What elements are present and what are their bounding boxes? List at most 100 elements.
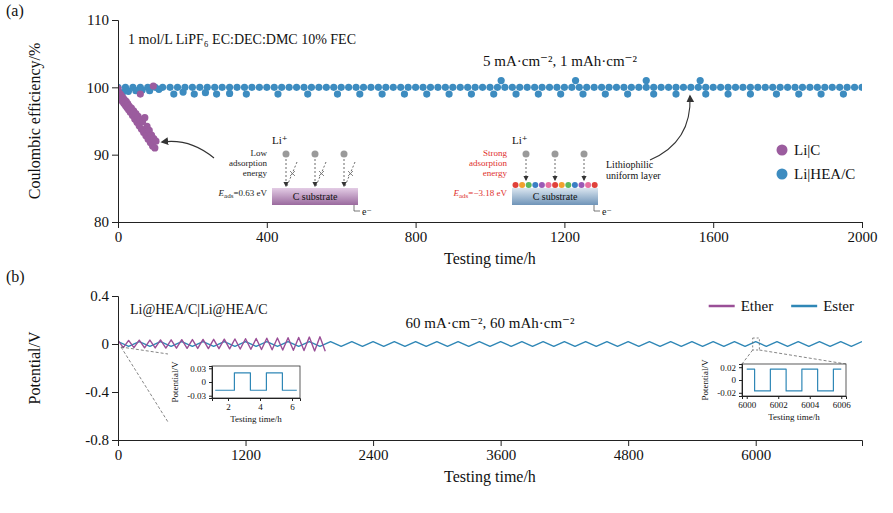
- value: =0.63 eV: [233, 188, 267, 198]
- energy-line: adsorption: [469, 158, 507, 168]
- substrate-label: C substrate: [533, 191, 578, 202]
- tick: -0.8: [85, 432, 118, 448]
- energy-line: Low: [251, 148, 268, 158]
- tick-mark: [628, 440, 629, 446]
- point: [643, 84, 650, 91]
- axis-line: [739, 365, 743, 397]
- layer-atom: [559, 182, 565, 188]
- point: [553, 84, 560, 91]
- tick-label: 0.02: [720, 363, 736, 373]
- tick-mark: [713, 222, 714, 228]
- tick-label: 0: [732, 375, 737, 385]
- li-ion: [283, 151, 290, 158]
- tick-label: 6: [290, 402, 295, 412]
- point: [531, 84, 538, 91]
- point: [851, 84, 858, 91]
- energy-line: adsorption: [229, 158, 267, 168]
- point: [405, 84, 412, 91]
- legend-swatch: [777, 169, 788, 180]
- point: [791, 84, 798, 91]
- point: [304, 90, 311, 97]
- point: [170, 90, 177, 97]
- subscript: ads: [224, 192, 234, 200]
- tick: 6002: [770, 396, 788, 410]
- tick: 4800: [614, 440, 644, 463]
- figure: 04008001200160020008090100110Testing tim…: [0, 0, 893, 513]
- x-axis-title: Testing time/h: [768, 412, 820, 422]
- point: [263, 84, 270, 91]
- zoom-line: [121, 347, 168, 354]
- point: [356, 90, 363, 97]
- tick: 6: [290, 398, 295, 412]
- point: [423, 90, 430, 97]
- tick-label: 1200: [231, 447, 261, 463]
- point: [546, 84, 553, 91]
- ion-rebound: [316, 162, 326, 186]
- y-axis: -0.8-0.400.4: [85, 288, 118, 448]
- layer-atom: [585, 182, 591, 188]
- subscript: ads: [459, 192, 469, 200]
- tick-mark: [112, 87, 118, 88]
- tick: 0: [115, 222, 123, 245]
- layer-line: Lithiophilic: [606, 159, 654, 170]
- point: [334, 90, 341, 97]
- point: [213, 90, 220, 97]
- panel-label: (b): [6, 268, 25, 286]
- point: [360, 84, 367, 91]
- zoom-box: [753, 338, 760, 350]
- point: [568, 84, 575, 91]
- tick: 0: [202, 377, 213, 387]
- tick: 3600: [486, 440, 516, 463]
- point: [401, 90, 408, 97]
- tick-label: 6006: [833, 400, 852, 410]
- point: [509, 84, 516, 91]
- point: [379, 90, 386, 97]
- tick-label: 6002: [770, 400, 788, 410]
- inset-chart: 6000 6002 6004 6006 -0.02 0 0.02 Testing time/h…: [700, 359, 851, 422]
- tick-mark: [112, 344, 118, 345]
- legend-label: Ether: [741, 298, 773, 314]
- tick-label: -0.4: [85, 384, 109, 400]
- annotation: 5 mA·cm⁻², 1 mAh·cm⁻²: [483, 53, 637, 69]
- tick-label: 0: [202, 377, 207, 387]
- tick: 1200: [550, 222, 580, 245]
- tick-label: 4800: [614, 447, 644, 463]
- y-axis: 8090100110: [87, 12, 119, 230]
- substrate-label: C substrate: [293, 191, 338, 202]
- x-axis: 246: [213, 398, 301, 412]
- tick-label: 4: [258, 402, 263, 412]
- tick: 6000: [738, 396, 757, 410]
- tick-mark: [112, 20, 118, 21]
- annotation: Li@HEA/C|Li@HEA/C: [130, 302, 267, 317]
- point: [202, 89, 209, 96]
- tick-mark: [246, 440, 247, 446]
- point: [271, 84, 278, 91]
- schematic: C substratee⁻Li⁺StrongadsorptionenergyEa…: [453, 134, 662, 217]
- point: [479, 84, 486, 91]
- point: [799, 84, 806, 91]
- point: [330, 84, 337, 91]
- point: [583, 84, 590, 91]
- tick-label: 0: [115, 447, 123, 463]
- point: [278, 84, 285, 91]
- x-axis: 6000 6002 6004 6006: [738, 396, 851, 410]
- tick-label: 6004: [801, 400, 820, 410]
- tick-mark: [739, 393, 742, 394]
- reject-mark: [348, 171, 353, 176]
- point: [189, 84, 196, 91]
- tick-label: 0.03: [190, 364, 206, 374]
- tick-mark: [260, 398, 261, 401]
- tick-label: -0.8: [85, 432, 109, 448]
- li-ion: [312, 151, 319, 158]
- point: [613, 84, 620, 91]
- substrate: [512, 188, 598, 205]
- tick-label: 6000: [738, 400, 757, 410]
- point: [535, 90, 542, 97]
- schematic: C substratee⁻Li⁺LowadsorptionenergyEads=…: [218, 134, 372, 217]
- point: [658, 84, 665, 91]
- tick: 0: [115, 440, 123, 463]
- point: [561, 84, 568, 91]
- point: [591, 84, 598, 91]
- tick-label: -0.02: [717, 388, 736, 398]
- tick-mark: [112, 155, 118, 156]
